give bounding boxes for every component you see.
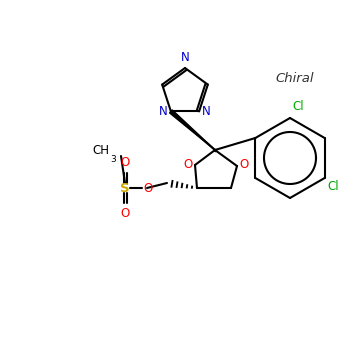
Text: O: O: [120, 207, 130, 220]
Text: O: O: [144, 182, 153, 195]
Text: 3: 3: [110, 155, 116, 164]
Text: N: N: [202, 105, 211, 118]
Text: S: S: [120, 182, 130, 195]
Text: Cl: Cl: [292, 100, 304, 113]
Polygon shape: [170, 110, 215, 150]
Text: CH: CH: [92, 145, 109, 158]
Text: O: O: [120, 156, 130, 169]
Text: O: O: [239, 159, 248, 172]
Text: Cl: Cl: [328, 180, 339, 193]
Text: N: N: [181, 51, 189, 64]
Text: Chiral: Chiral: [276, 71, 314, 84]
Text: N: N: [159, 105, 168, 118]
Text: O: O: [184, 158, 193, 170]
